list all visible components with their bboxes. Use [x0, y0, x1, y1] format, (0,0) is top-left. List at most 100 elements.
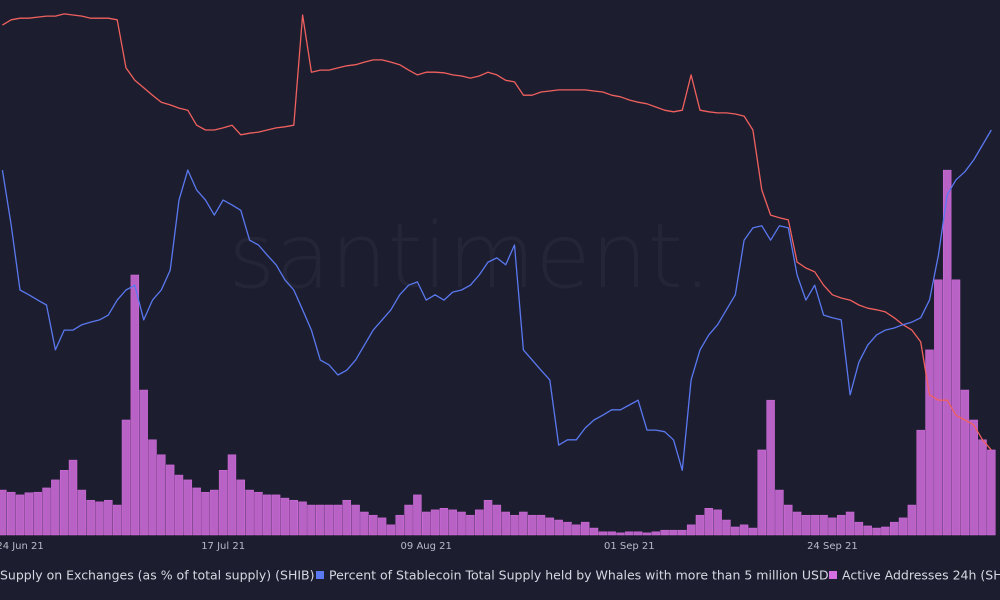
bar [916, 429, 925, 536]
bar [934, 279, 943, 536]
bar [536, 514, 546, 536]
bar [210, 489, 219, 536]
bar [722, 519, 731, 536]
bar [6, 491, 16, 536]
bar [466, 514, 475, 536]
bar [386, 524, 396, 536]
bar [766, 399, 775, 536]
bar [439, 508, 449, 536]
bar [360, 511, 369, 536]
bar [739, 524, 749, 536]
bar [342, 499, 351, 536]
bar [519, 511, 528, 536]
bar [978, 439, 987, 536]
bar [925, 349, 934, 536]
bar [95, 501, 104, 536]
bar [33, 491, 42, 536]
legend-label: Percent of Stablecoin Total Supply held … [329, 568, 829, 583]
bar [422, 511, 431, 536]
bar [165, 464, 175, 536]
bar [792, 511, 802, 536]
bar [642, 532, 652, 536]
bar [324, 504, 334, 536]
x-tick-label: 01 Sep 21 [604, 541, 655, 552]
bar [678, 529, 687, 536]
bar [801, 514, 811, 536]
bar [784, 504, 793, 536]
bar [907, 504, 917, 536]
bar [457, 511, 466, 536]
bar [245, 489, 254, 536]
bar [704, 508, 714, 536]
bar [139, 389, 148, 536]
legend-swatch [316, 571, 324, 579]
series-line [2, 13, 992, 451]
bar [889, 521, 899, 536]
bar [881, 526, 890, 536]
bar [845, 511, 855, 536]
bar [218, 470, 228, 536]
bar [236, 479, 246, 536]
bar [501, 511, 510, 536]
bar [307, 504, 316, 536]
bar [651, 531, 661, 536]
bar [333, 504, 343, 536]
bar [298, 501, 307, 536]
bar [616, 532, 625, 536]
bar [863, 525, 872, 536]
bar [201, 491, 210, 536]
bar [104, 499, 113, 536]
bar [695, 514, 705, 536]
bar [130, 274, 140, 536]
bar [183, 479, 193, 536]
bar [898, 517, 908, 536]
bar [413, 494, 422, 536]
legend-label: Supply on Exchanges (as % of total suppl… [0, 568, 315, 583]
x-tick-label: 17 Jul 21 [201, 541, 245, 552]
bar [157, 454, 166, 536]
bar [598, 531, 608, 536]
bar [448, 509, 457, 536]
x-tick-label: 24 Jun 21 [0, 541, 44, 552]
bar [59, 470, 69, 536]
bar [483, 499, 493, 536]
bar [969, 419, 978, 536]
bar [227, 454, 237, 536]
bar [625, 531, 634, 536]
bar [951, 279, 961, 536]
x-tick-label: 09 Aug 21 [401, 541, 452, 552]
bar [660, 529, 669, 536]
bar [837, 514, 846, 536]
bar [289, 499, 298, 536]
bar [121, 419, 131, 536]
series-line [1, 129, 992, 471]
bar [280, 497, 290, 536]
bar [775, 489, 784, 536]
bar [563, 521, 572, 536]
bar [395, 514, 404, 536]
bar [987, 449, 996, 536]
bar [633, 531, 643, 536]
bar [492, 504, 502, 536]
bar [15, 494, 25, 536]
bar [686, 524, 696, 536]
bar [527, 514, 537, 536]
watermark: santiment. [228, 204, 711, 309]
bar [510, 514, 519, 536]
bar [545, 517, 555, 536]
bar [254, 491, 263, 536]
x-tick-label: 24 Sep 21 [807, 541, 858, 552]
bar [271, 494, 281, 536]
bar [669, 529, 678, 536]
bar [748, 527, 758, 536]
bar [0, 489, 7, 536]
bar [810, 514, 819, 536]
bar [68, 459, 78, 536]
bar [174, 474, 184, 536]
bar [369, 514, 378, 536]
bar [112, 504, 122, 536]
legend-swatch [829, 571, 837, 579]
bar [77, 489, 87, 536]
bar [580, 521, 590, 536]
